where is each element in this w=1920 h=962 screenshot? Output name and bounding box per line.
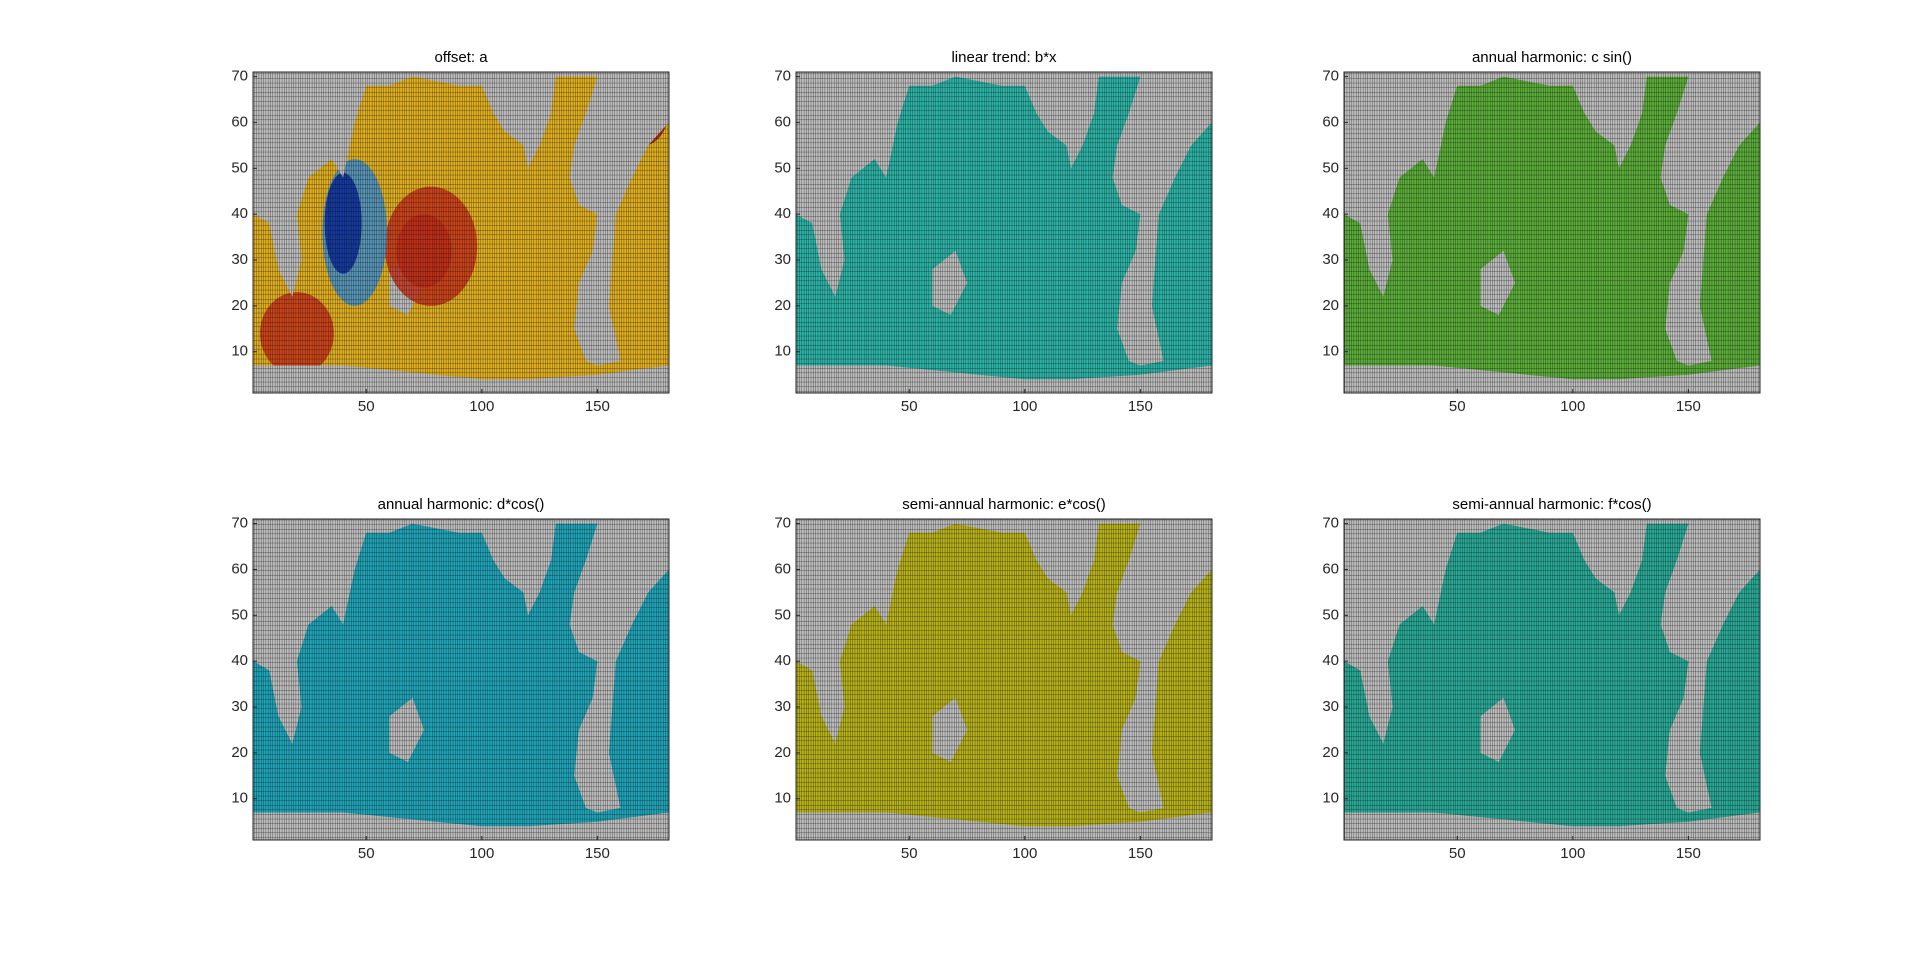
x-tick-label: 100 xyxy=(1012,398,1037,415)
y-tick-label: 20 xyxy=(231,744,248,761)
map xyxy=(1344,519,1760,840)
x-tick-label: 50 xyxy=(1449,398,1466,415)
y-tick-label: 30 xyxy=(1322,251,1339,268)
y-tick-label: 20 xyxy=(774,297,791,314)
axes-box xyxy=(795,71,1213,394)
x-tick-label: 50 xyxy=(901,398,918,415)
cell-edges xyxy=(1344,72,1760,393)
y-tick-label: 40 xyxy=(231,205,248,222)
x-tick-label: 50 xyxy=(1449,845,1466,862)
y-tick-label: 60 xyxy=(774,113,791,130)
y-tick-label: 50 xyxy=(1322,606,1339,623)
subplot-title: linear trend: b*x xyxy=(951,49,1057,66)
subplot: annual harmonic: d*cos() 50 100 150 10 20 30 40… xyxy=(231,496,670,862)
x-tick-label: 150 xyxy=(1676,398,1701,415)
cell-edges xyxy=(796,519,1212,840)
y-tick-label: 10 xyxy=(231,343,248,360)
y-tick-label: 30 xyxy=(231,698,248,715)
subplot-title: annual harmonic: d*cos() xyxy=(378,496,545,513)
map xyxy=(796,519,1212,840)
y-tick-label: 10 xyxy=(774,343,791,360)
x-tick-label: 150 xyxy=(1128,398,1153,415)
x-tick-label: 150 xyxy=(585,398,610,415)
y-tick-label: 60 xyxy=(1322,560,1339,577)
axes-box xyxy=(795,518,1213,841)
y-tick-label: 10 xyxy=(1322,343,1339,360)
map xyxy=(1344,72,1760,393)
map xyxy=(253,519,669,840)
axes-box xyxy=(252,518,670,841)
subplot: linear trend: b*x 50 100 150 10 20 30 40 50 60 70 xyxy=(774,49,1213,415)
y-tick-label: 50 xyxy=(774,159,791,176)
x-tick-label: 50 xyxy=(358,398,375,415)
y-tick-label: 30 xyxy=(774,251,791,268)
axes-box xyxy=(1343,71,1761,394)
subplot-title: offset: a xyxy=(434,49,488,66)
subplot-title: annual harmonic: c sin() xyxy=(1472,49,1632,66)
y-tick-label: 10 xyxy=(774,790,791,807)
y-tick-label: 10 xyxy=(231,790,248,807)
subplot: semi-annual harmonic: f*cos() 50 100 150 10 2… xyxy=(1322,496,1761,862)
y-tick-label: 30 xyxy=(231,251,248,268)
subplot: semi-annual harmonic: e*cos() 50 100 150 10 2… xyxy=(774,496,1213,862)
y-tick-label: 20 xyxy=(774,744,791,761)
map xyxy=(796,72,1212,393)
cell-edges xyxy=(1344,519,1760,840)
y-tick-label: 50 xyxy=(774,606,791,623)
y-tick-label: 30 xyxy=(774,698,791,715)
x-tick-label: 150 xyxy=(1128,845,1153,862)
x-tick-label: 50 xyxy=(358,845,375,862)
y-tick-label: 60 xyxy=(1322,113,1339,130)
subplot: offset: a 50 100 150 10 20 30 40 50 60 70 xyxy=(231,49,670,415)
y-tick-label: 20 xyxy=(231,297,248,314)
y-tick-label: 70 xyxy=(774,68,791,85)
y-tick-label: 40 xyxy=(1322,205,1339,222)
axes-box xyxy=(1343,518,1761,841)
cell-edges xyxy=(253,519,669,840)
y-tick-label: 20 xyxy=(1322,297,1339,314)
y-tick-label: 10 xyxy=(1322,790,1339,807)
x-tick-label: 150 xyxy=(1676,845,1701,862)
map xyxy=(253,72,669,393)
y-tick-label: 70 xyxy=(231,515,248,532)
y-tick-label: 40 xyxy=(1322,652,1339,669)
x-tick-label: 100 xyxy=(469,845,494,862)
subplot: annual harmonic: c sin() 50 100 150 10 20 30 40… xyxy=(1322,49,1761,415)
x-tick-label: 150 xyxy=(585,845,610,862)
y-tick-label: 30 xyxy=(1322,698,1339,715)
y-tick-label: 50 xyxy=(231,159,248,176)
subplot-title: semi-annual harmonic: f*cos() xyxy=(1452,496,1651,513)
cell-edges xyxy=(253,72,669,393)
y-tick-label: 70 xyxy=(231,68,248,85)
y-tick-label: 40 xyxy=(774,652,791,669)
y-tick-label: 20 xyxy=(1322,744,1339,761)
x-tick-label: 100 xyxy=(469,398,494,415)
subplot-title: semi-annual harmonic: e*cos() xyxy=(902,496,1105,513)
y-tick-label: 60 xyxy=(231,113,248,130)
cell-edges xyxy=(796,72,1212,393)
y-tick-label: 50 xyxy=(231,606,248,623)
axes-box xyxy=(252,71,670,394)
x-tick-label: 100 xyxy=(1560,845,1585,862)
x-tick-label: 50 xyxy=(901,845,918,862)
x-tick-label: 100 xyxy=(1012,845,1037,862)
y-tick-label: 40 xyxy=(231,652,248,669)
y-tick-label: 60 xyxy=(774,560,791,577)
y-tick-label: 70 xyxy=(774,515,791,532)
y-tick-label: 60 xyxy=(231,560,248,577)
x-tick-label: 100 xyxy=(1560,398,1585,415)
y-tick-label: 70 xyxy=(1322,68,1339,85)
y-tick-label: 50 xyxy=(1322,159,1339,176)
y-tick-label: 70 xyxy=(1322,515,1339,532)
y-tick-label: 40 xyxy=(774,205,791,222)
